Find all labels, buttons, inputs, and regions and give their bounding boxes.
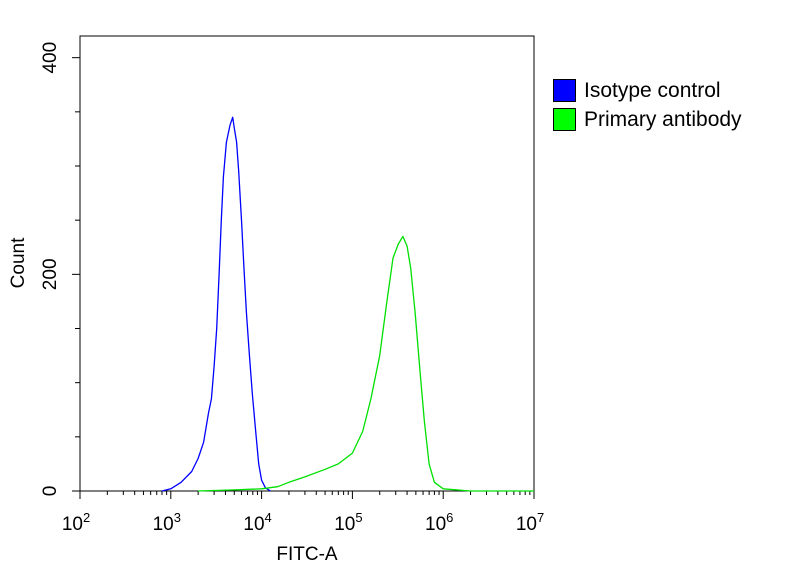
x-axis: 102 103 104 105 106 107 <box>62 491 544 535</box>
series-layer <box>161 116 534 492</box>
legend-label: Primary antibody <box>584 107 742 131</box>
legend-swatch-blue <box>553 79 576 102</box>
y-tick-label: 0 <box>40 486 61 497</box>
x-tick-label: 104 <box>243 510 271 535</box>
y-axis-label: Count <box>8 237 29 288</box>
x-tick-label: 106 <box>425 510 453 535</box>
x-tick-label: 107 <box>516 510 544 535</box>
series-line-primary-antibody <box>198 235 534 492</box>
legend-label: Isotype control <box>584 78 721 102</box>
legend-swatch-green <box>553 108 576 131</box>
x-tick-label: 102 <box>62 510 90 535</box>
x-axis-label: FITC-A <box>276 544 338 565</box>
plot-frame <box>79 35 535 492</box>
x-tick-label: 103 <box>153 510 181 535</box>
series-line-isotype-control <box>161 116 271 492</box>
legend-item-isotype: Isotype control <box>553 76 742 105</box>
y-tick-label: 200 <box>40 258 61 290</box>
y-axis: 0 200 400 <box>40 42 80 496</box>
y-tick-label: 400 <box>40 42 61 74</box>
legend-item-primary: Primary antibody <box>553 105 742 134</box>
legend: Isotype control Primary antibody <box>553 76 742 134</box>
x-tick-label: 105 <box>334 510 362 535</box>
